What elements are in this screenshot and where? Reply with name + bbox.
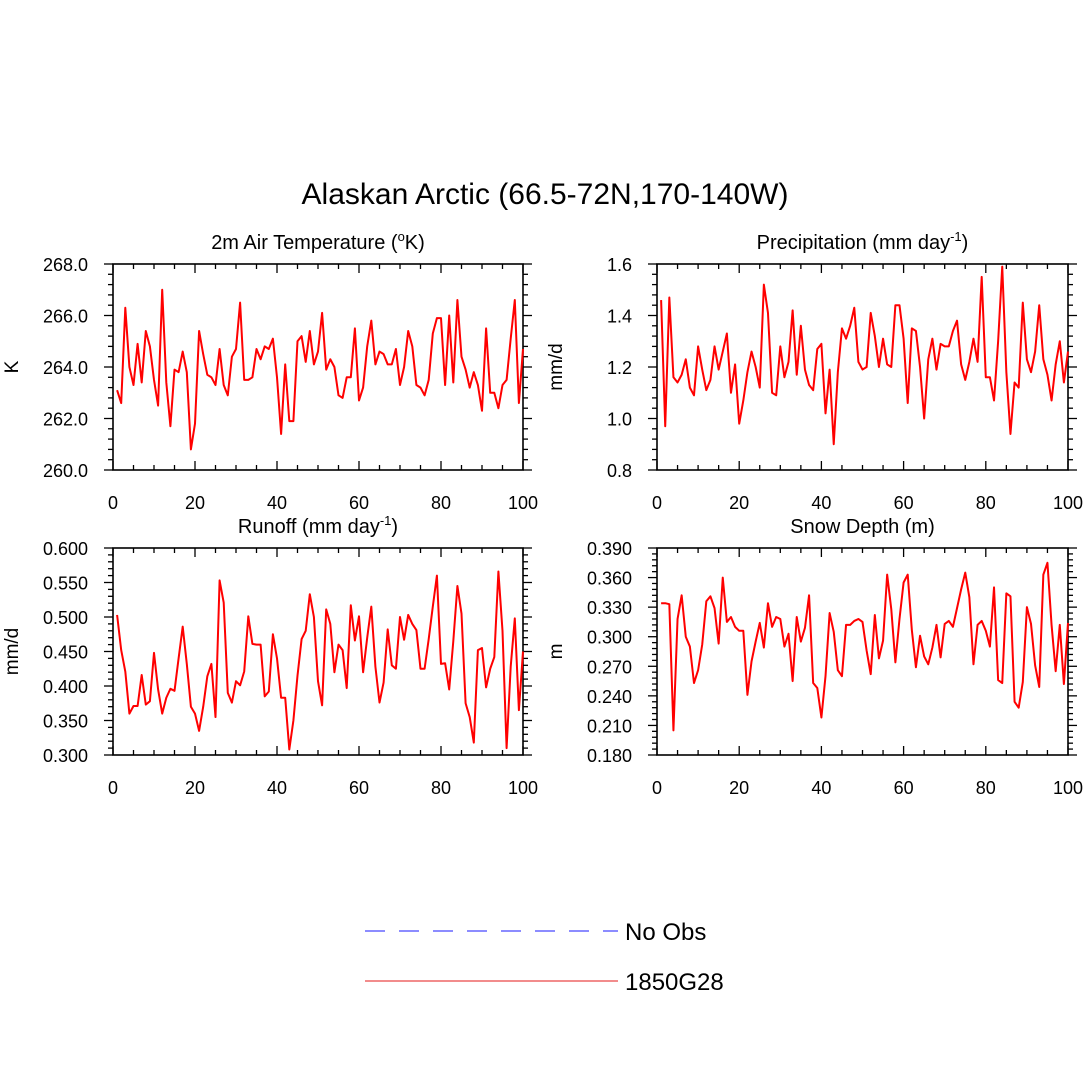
y-tick-label: 0.240	[587, 687, 632, 707]
x-tick-label: 60	[349, 493, 369, 513]
series-line-1850g28	[116, 288, 524, 451]
panel-1: 0 20 40 60 80 100 0.8 1.0 1.2 1.4 1.6 mm/d Precipita…	[546, 229, 1083, 513]
y-axis-label: m	[546, 644, 567, 660]
y-tick-label: 268.0	[43, 255, 88, 275]
legend-label-1850g28: 1850G28	[625, 969, 724, 996]
x-tick-label: 0	[108, 778, 118, 798]
x-tick-label: 60	[349, 778, 369, 798]
x-tick-label: 60	[894, 778, 914, 798]
x-tick-label: 20	[185, 778, 205, 798]
x-tick-label: 60	[894, 493, 914, 513]
x-tick-label: 20	[729, 778, 749, 798]
x-tick-label: 100	[508, 493, 538, 513]
series-line-1850g28	[116, 570, 524, 751]
x-tick-label: 40	[267, 778, 287, 798]
y-tick-label: 0.400	[43, 677, 88, 697]
y-tick-label: 1.4	[607, 307, 632, 327]
x-tick-label: 100	[1053, 493, 1083, 513]
plot-frame	[656, 547, 1069, 756]
series-line-1850g28	[660, 265, 1069, 446]
plot-frame	[112, 547, 524, 756]
y-axis-label: K	[2, 360, 23, 373]
y-tick-label: 0.360	[587, 569, 632, 589]
panel-title: Snow Depth (m)	[790, 516, 935, 538]
x-tick-label: 0	[652, 778, 662, 798]
x-tick-label: 100	[508, 778, 538, 798]
x-tick-label: 80	[976, 493, 996, 513]
y-tick-label: 260.0	[43, 461, 88, 481]
y-tick-label: 1.0	[607, 410, 632, 430]
x-tick-label: 20	[729, 493, 749, 513]
x-tick-label: 20	[185, 493, 205, 513]
panel-title: Runoff (mm day-1)	[238, 513, 398, 538]
panel-title: 2m Air Temperature (oK)	[211, 229, 425, 254]
x-tick-label: 40	[811, 778, 831, 798]
x-tick-label: 0	[108, 493, 118, 513]
y-tick-label: 0.270	[587, 657, 632, 677]
x-tick-label: 80	[976, 778, 996, 798]
panel-2: 0 20 40 60 80 100 0.300 0.350 0.400 0.450 0.500 0.5…	[2, 513, 538, 798]
y-tick-label: 266.0	[43, 307, 88, 327]
y-axis-label: mm/d	[2, 628, 23, 676]
y-tick-label: 1.6	[607, 255, 632, 275]
panels: 0 20 40 60 80 100 260.0 262.0 264.0 266.0 268.0 K 2m…	[2, 229, 1083, 798]
y-tick-label: 0.500	[43, 608, 88, 628]
y-axis-label: mm/d	[546, 343, 567, 391]
y-tick-label: 0.600	[43, 539, 88, 559]
y-tick-label: 262.0	[43, 410, 88, 430]
series-line-1850g28	[661, 561, 1069, 732]
y-tick-label: 0.550	[43, 574, 88, 594]
x-tick-label: 80	[431, 778, 451, 798]
y-tick-label: 264.0	[43, 358, 88, 378]
panel-3: 0 20 40 60 80 100 0.180 0.210 0.240 0.270 0.300 0.3…	[546, 516, 1083, 798]
x-tick-label: 80	[431, 493, 451, 513]
y-tick-label: 0.300	[587, 628, 632, 648]
x-tick-label: 0	[652, 493, 662, 513]
y-tick-label: 1.2	[607, 358, 632, 378]
panel-0: 0 20 40 60 80 100 260.0 262.0 264.0 266.0 268.0 K 2m…	[2, 229, 538, 513]
x-tick-label: 100	[1053, 778, 1083, 798]
legend-label-no-obs: No Obs	[625, 919, 706, 946]
y-tick-label: 0.300	[43, 746, 88, 766]
plot-frame	[112, 263, 524, 471]
y-tick-label: 0.180	[587, 746, 632, 766]
x-tick-label: 40	[267, 493, 287, 513]
y-tick-label: 0.450	[43, 643, 88, 663]
panel-title: Precipitation (mm day-1)	[757, 229, 969, 254]
y-tick-label: 0.350	[43, 712, 88, 732]
legend: No Obs 1850G28	[365, 919, 724, 996]
y-tick-label: 0.8	[607, 461, 632, 481]
figure-title: Alaskan Arctic (66.5-72N,170-140W)	[302, 178, 789, 211]
y-tick-label: 0.210	[587, 716, 632, 736]
x-tick-label: 40	[811, 493, 831, 513]
y-tick-label: 0.330	[587, 598, 632, 618]
y-tick-label: 0.390	[587, 539, 632, 559]
